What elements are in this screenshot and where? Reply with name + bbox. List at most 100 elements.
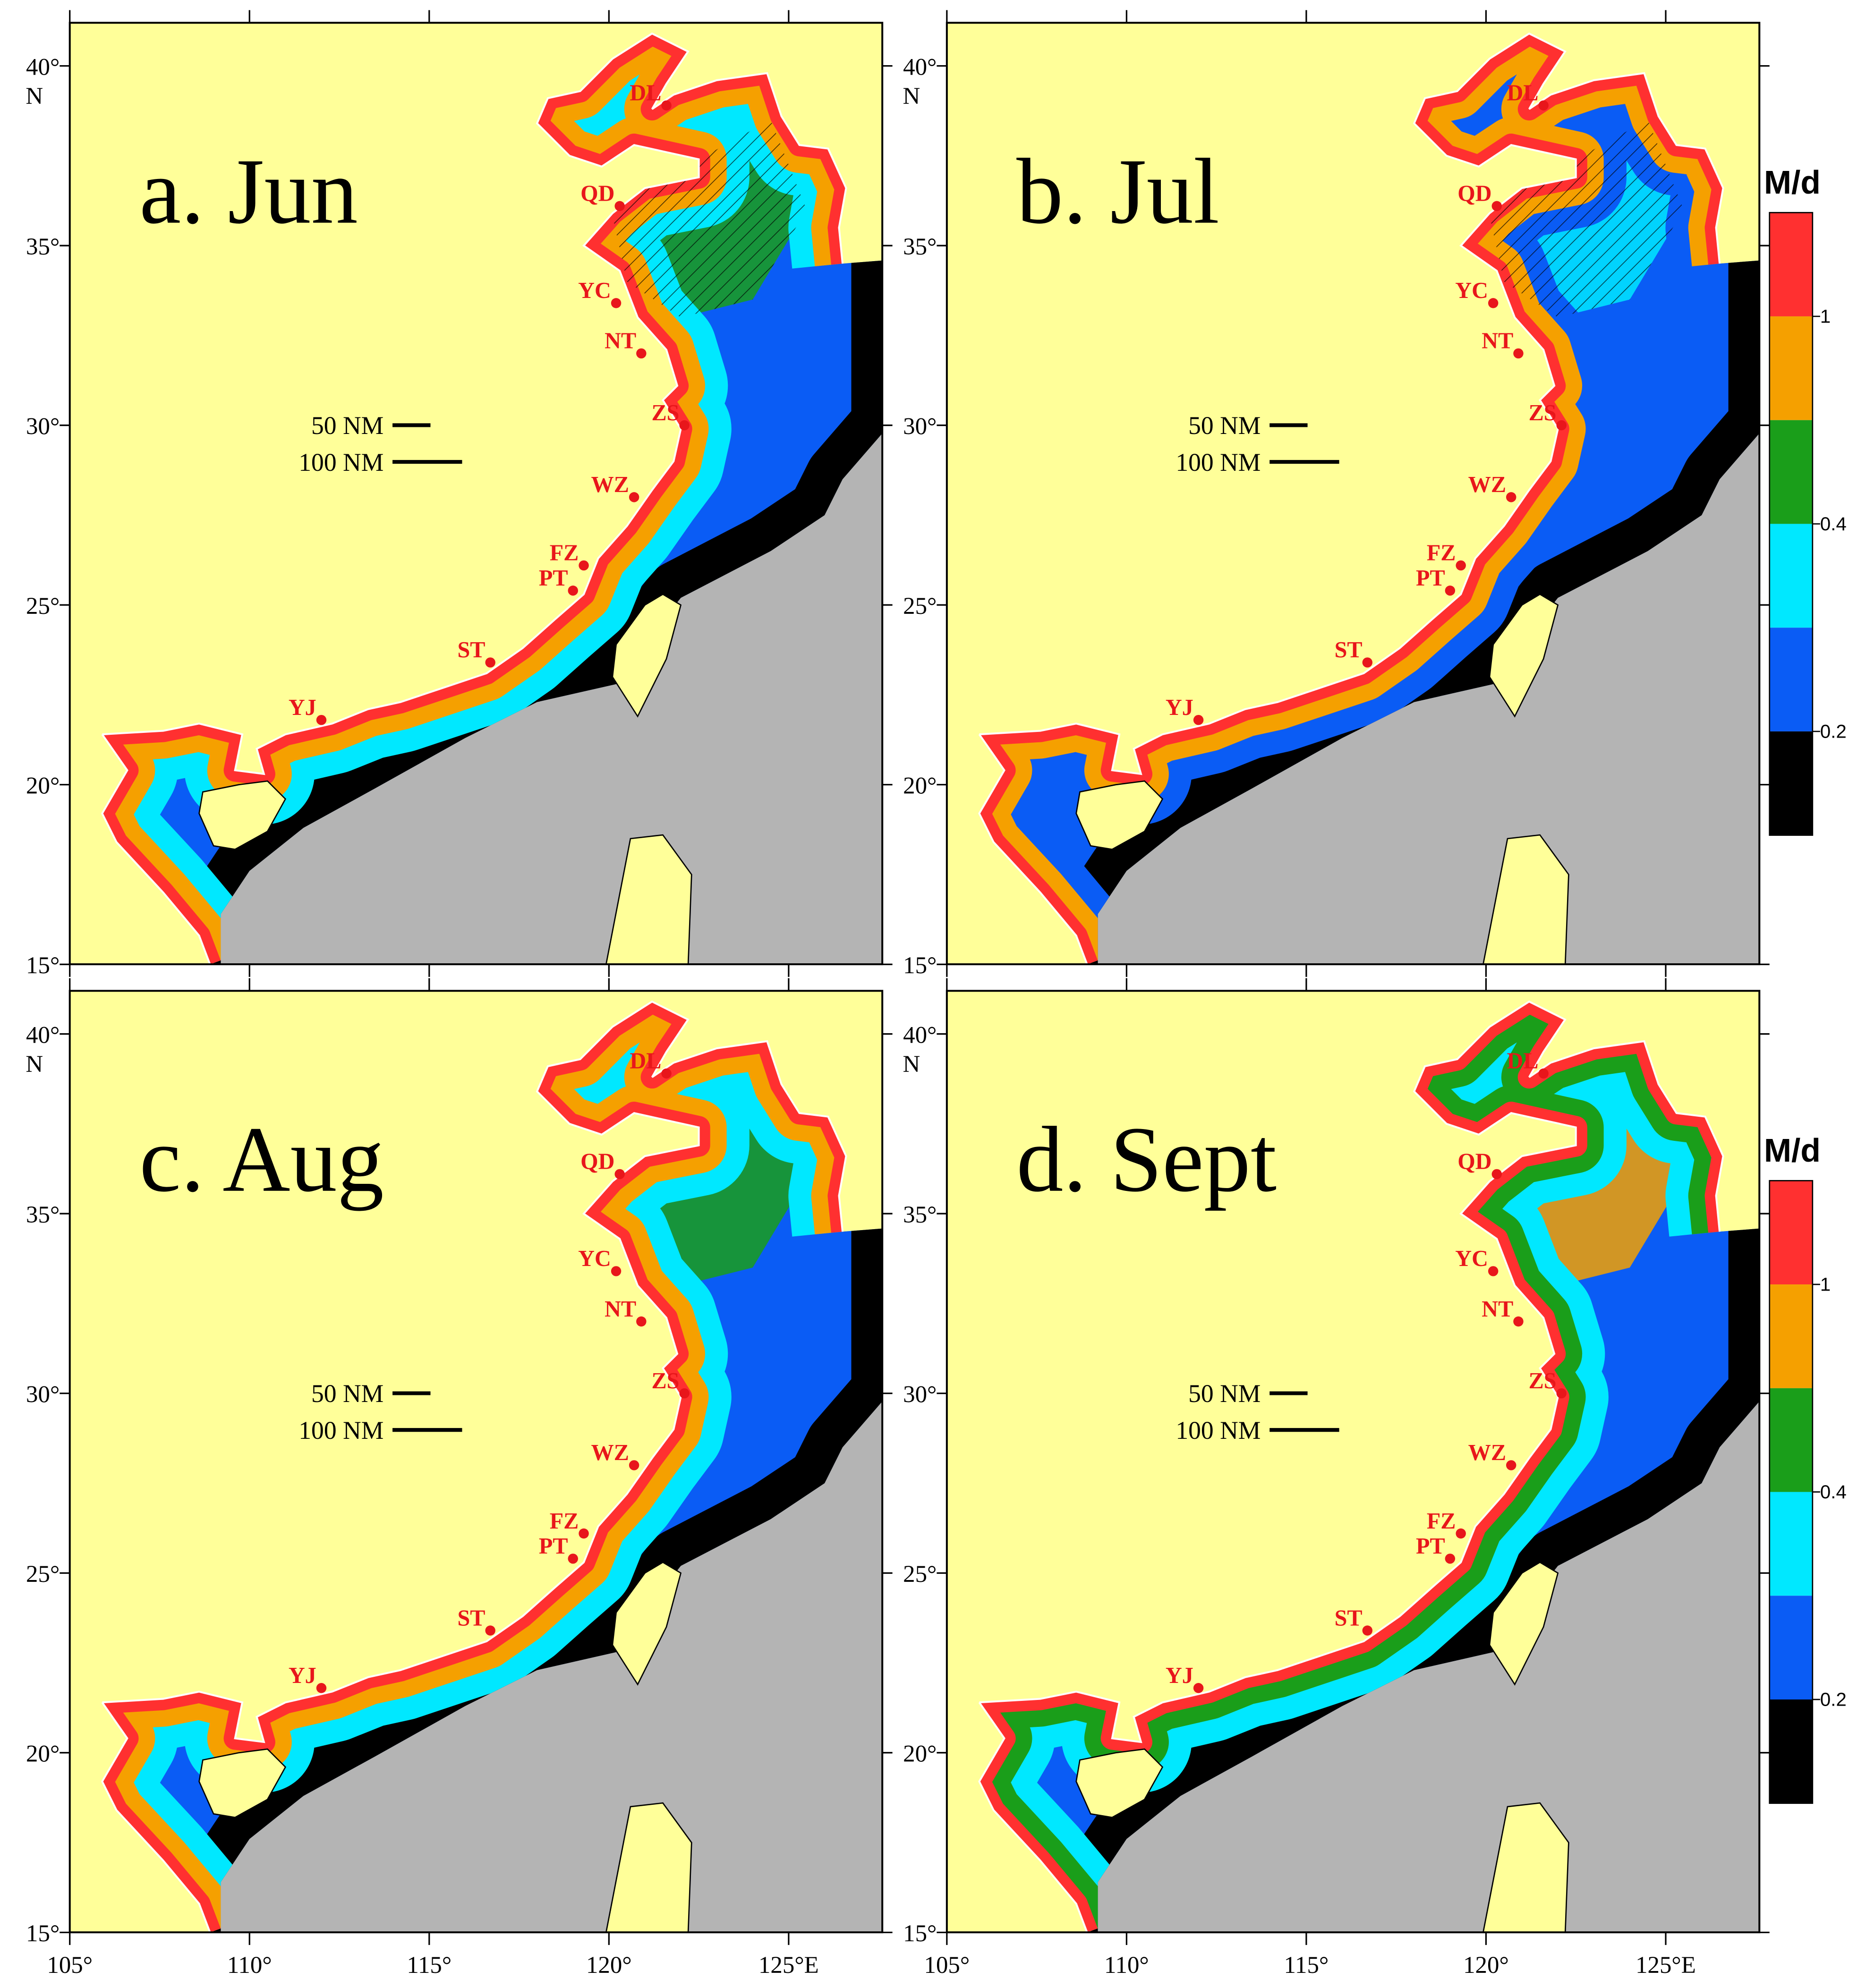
lon-tick-label: 125°E [1636,1952,1696,1979]
city-label: WZ [1468,472,1506,497]
lat-tick-label: 20° [903,1741,937,1767]
lat-tick-label: 15° [26,952,60,979]
colorbar-label: 0.2 [1820,721,1847,742]
city-label: ST [457,1606,485,1631]
colorbar-swatch [1769,524,1813,628]
city-marker [611,1266,622,1276]
scale-label: 50 NM [1188,411,1261,440]
lat-tick-label: 25° [26,1561,60,1588]
lat-tick-label: 35° [903,234,937,260]
colorbar-swatch [1769,1492,1813,1596]
city-marker [629,1460,639,1470]
city-label: QD [1457,181,1491,206]
colorbar-swatch [1769,316,1813,420]
colorbar-label: 0.2 [1820,1689,1847,1710]
colorbar-swatch [1769,212,1813,316]
lon-tick-label: 115° [1284,1952,1329,1979]
city-label: NT [1482,1297,1513,1322]
city-marker [636,348,647,359]
lon-tick-label: 105° [924,1952,970,1979]
island [605,834,692,965]
colorbar-title: M/d [1764,1132,1821,1169]
lat-unit: N [903,1051,920,1078]
city-marker [611,298,622,308]
city-marker [614,1169,625,1180]
lon-tick-label: 110° [227,1952,272,1979]
city-marker [636,1316,647,1327]
coastline [979,1000,1724,1743]
lat-tick-label: 25° [903,1561,937,1588]
city-marker [485,657,495,668]
lat-tick-label: 30° [26,413,60,440]
city-label: ZS [651,1368,679,1393]
lon-tick-label: 105° [47,1952,93,1979]
city-label: DL [1507,81,1539,106]
city-label: YC [578,1246,611,1271]
city-label: YC [1455,1246,1488,1271]
colorbar-swatch [1769,1181,1813,1285]
city-marker [579,560,589,571]
panel-label: c. Aug [139,1107,384,1211]
panel-label: a. Jun [139,139,358,243]
colorbar-swatch [1769,1284,1813,1388]
coastline [102,32,847,775]
city-label: DL [1507,1049,1539,1074]
coastline [102,1000,847,1743]
colorbar-swatch [1769,1699,1813,1803]
lat-tick-label: 40° [26,1022,60,1048]
lon-tick-label: 125°E [758,1952,819,1979]
lat-unit: N [903,83,920,110]
city-label: NT [605,329,636,354]
colorbar-title: M/d [1764,164,1821,201]
scale-label: 50 NM [311,1379,383,1408]
panel-frame [68,22,884,966]
city-marker [614,201,625,212]
island [198,1748,287,1818]
city-marker [1538,1068,1549,1079]
city-marker [579,1528,589,1539]
lat-unit: N [26,1051,43,1078]
island [1489,1561,1559,1686]
colorbar-swatch [1769,1596,1813,1700]
city-label: ST [1335,637,1363,663]
lat-unit: N [26,83,43,110]
city-marker [679,420,690,431]
city-marker [316,714,327,725]
map-panel: 15° 20° 25° 30° 35° 40° N 105° 110° 115° 120° 125°E… [26,978,893,1979]
lat-tick-label: 20° [903,773,937,799]
city-label: DL [630,81,661,106]
city-marker [1362,657,1373,668]
city-marker [1513,348,1524,359]
city-marker [568,1554,578,1564]
lat-tick-label: 35° [26,234,60,260]
city-label: WZ [591,472,629,497]
city-marker [316,1683,327,1693]
city-label: ST [457,637,485,663]
island [605,1802,692,1933]
city-label: QD [1457,1149,1491,1174]
city-marker [661,100,672,111]
coastline [101,1702,211,1933]
lat-tick-label: 30° [26,1381,60,1408]
city-marker [1491,201,1502,212]
city-label: YC [578,278,611,303]
city-label: ST [1335,1606,1363,1631]
city-label: ZS [1529,400,1557,425]
map-area [946,991,1760,1933]
panel-label: b. Jul [1016,139,1219,243]
island [1482,834,1569,965]
city-label: ZS [651,400,679,425]
lat-tick-label: 30° [903,413,937,440]
city-label: ZS [1529,1368,1557,1393]
city-marker [629,492,639,502]
map-area [946,23,1760,965]
map-area [69,23,883,965]
colorbar-swatch [1769,1388,1813,1492]
scale-label: 50 NM [1188,1379,1261,1408]
city-label: FZ [550,1509,579,1534]
lat-tick-label: 30° [903,1381,937,1408]
lat-tick-label: 20° [26,1741,60,1767]
colorbar-label: 1 [1820,306,1831,327]
